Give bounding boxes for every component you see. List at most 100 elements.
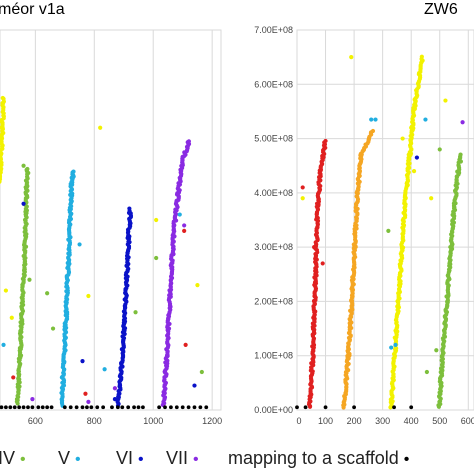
data-point: [323, 138, 328, 144]
legend-item-v: V •: [58, 448, 81, 469]
data-point: [112, 386, 118, 391]
data-point: [95, 405, 100, 410]
legend-dot-scaffold: •: [403, 451, 410, 468]
legend-dot-vii: •: [193, 451, 199, 468]
data-point: [127, 206, 132, 211]
data-point: [21, 163, 26, 168]
data-point: [86, 293, 91, 299]
y-tick-label: 5.00E+08: [254, 134, 293, 144]
outlier-points: [369, 117, 428, 350]
data-point: [186, 405, 191, 410]
data-point: [101, 405, 106, 410]
data-point: [141, 405, 145, 410]
legend-item-vi: VI •: [116, 448, 144, 469]
series-vii: [160, 139, 192, 407]
data-point: [0, 405, 4, 410]
outlier-points: [1, 174, 182, 380]
outlier-points: [460, 120, 465, 125]
outlier-points: [300, 185, 325, 266]
data-point: [62, 405, 67, 410]
outlier-points: [21, 201, 197, 402]
data-point: [115, 405, 120, 410]
data-point: [21, 201, 26, 206]
data-point: [352, 405, 356, 410]
data-point: [0, 95, 5, 101]
outlier-points: [414, 155, 420, 160]
data-point: [312, 245, 317, 250]
data-point: [204, 405, 209, 410]
data-point: [25, 166, 30, 172]
data-point: [369, 117, 374, 122]
data-point: [40, 405, 45, 410]
data-point: [102, 367, 107, 372]
series-iii: [0, 95, 6, 184]
data-point: [198, 405, 203, 410]
y-tick-label: 6.00E+08: [254, 79, 293, 89]
data-point: [74, 405, 79, 410]
data-point: [49, 405, 54, 410]
data-point: [86, 399, 91, 404]
data-point: [300, 196, 305, 201]
y-tick-label: 2.00E+08: [254, 296, 293, 306]
outlier-points: [3, 125, 200, 320]
legend-dot-v: •: [75, 451, 81, 468]
series-mapping-to-a-scaffold: [295, 405, 414, 410]
x-tick-label: 500: [432, 416, 447, 426]
data-point: [295, 405, 299, 410]
data-point: [12, 405, 17, 410]
data-point: [126, 405, 131, 410]
data-point: [169, 405, 173, 410]
series-v: [59, 169, 76, 408]
data-point: [195, 283, 200, 288]
outlier-points: [21, 163, 204, 375]
series-mapping-to-a-scaffold: [0, 405, 209, 410]
data-point: [1, 342, 6, 347]
x-tick-label: 200: [347, 416, 362, 426]
left-panel-title: méor v1a: [0, 1, 65, 18]
y-tick-label: 1.00E+08: [254, 351, 293, 361]
data-point: [9, 315, 14, 320]
data-point: [3, 288, 8, 293]
data-point: [80, 359, 85, 364]
data-point: [27, 277, 32, 282]
x-tick-label: 300: [375, 416, 390, 426]
legend: IV • V • VI • VII • mapping to a scaffol…: [0, 446, 474, 474]
x-tick-label: 1000: [143, 416, 163, 426]
data-point: [192, 405, 197, 410]
data-point: [68, 405, 73, 410]
legend-label-vi: VI: [116, 448, 134, 468]
data-point: [30, 397, 35, 402]
data-point: [389, 345, 394, 350]
data-point: [411, 169, 417, 174]
data-point: [434, 348, 439, 353]
x-tick-label: 600: [28, 416, 43, 426]
data-point: [133, 310, 138, 315]
legend-dot-iv: •: [20, 451, 26, 468]
data-point: [85, 405, 89, 410]
x-tick-label: 1200: [202, 416, 222, 426]
x-tick-label: 600: [461, 416, 474, 426]
data-point: [392, 405, 396, 410]
data-point: [409, 405, 414, 410]
right-panel-title: ZW6: [424, 1, 458, 18]
data-point: [437, 147, 442, 152]
series-v: [436, 152, 464, 409]
data-point: [36, 405, 41, 410]
data-point: [83, 391, 88, 396]
data-point: [120, 405, 125, 410]
data-point: [177, 212, 182, 217]
data-point: [423, 117, 428, 122]
data-point: [71, 169, 76, 174]
right-panel: 0.00E+00 1.00E+08 2.00E+08 3.00E+08 4.00E+08…: [254, 25, 474, 426]
data-point: [157, 405, 162, 410]
data-point: [429, 196, 434, 201]
data-point: [323, 405, 328, 410]
data-point: [80, 405, 85, 410]
legend-label-vii: VII: [166, 448, 189, 468]
data-point: [30, 405, 35, 410]
data-point: [424, 369, 429, 375]
legend-item-iv: IV •: [0, 448, 26, 469]
data-point: [71, 174, 76, 179]
y-tick-label: 4.00E+08: [254, 188, 293, 198]
data-point: [77, 242, 82, 247]
